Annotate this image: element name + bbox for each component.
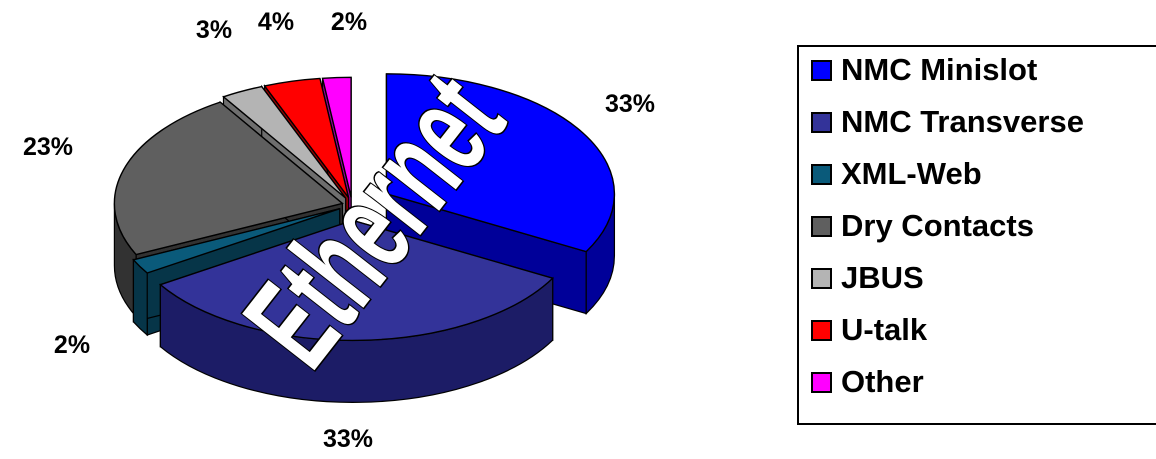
- value-label-other: 2%: [331, 8, 367, 36]
- value-label-nmc-minislot: 33%: [605, 90, 655, 118]
- slice-tops: [113, 73, 616, 342]
- legend-label-other: Other: [841, 364, 924, 399]
- legend-swatch-nmc-minislot: [811, 60, 832, 81]
- slice-jbus: [222, 85, 347, 199]
- slice-nmc-minislot: [385, 73, 616, 253]
- value-label-xml-web: 2%: [54, 331, 90, 359]
- legend-label-jbus: JBUS: [841, 260, 924, 295]
- slice-nmc-transverse: [158, 219, 555, 342]
- value-label-jbus: 3%: [196, 16, 232, 44]
- legend-label-nmc-transverse: NMC Transverse: [841, 104, 1084, 139]
- legend-swatch-dry-contacts: [811, 216, 832, 237]
- legend-swatch-other: [811, 372, 832, 393]
- legend-swatch-xml-web: [811, 164, 832, 185]
- value-label-nmc-transverse: 33%: [323, 425, 373, 453]
- legend-label-xml-web: XML-Web: [841, 156, 982, 191]
- slice-other: [321, 76, 352, 198]
- legend: NMC Minislot NMC Transverse XML-Web Dry Con…: [797, 45, 1156, 425]
- value-labels: 33% 33% 2% 23% 3% 4% 2%: [23, 8, 655, 453]
- value-label-u-talk: 4%: [258, 8, 294, 36]
- slice-u-talk: [263, 77, 350, 198]
- legend-box: [797, 45, 1156, 425]
- slice-xml-web: [132, 208, 340, 274]
- value-label-dry-contacts: 23%: [23, 133, 73, 161]
- legend-swatch-nmc-transverse: [811, 112, 832, 133]
- legend-swatch-u-talk: [811, 320, 832, 341]
- legend-label-dry-contacts: Dry Contacts: [841, 208, 1034, 243]
- slice-dry-contacts: [113, 101, 344, 256]
- legend-label-nmc-minislot: NMC Minislot: [841, 52, 1037, 87]
- legend-swatch-jbus: [811, 268, 832, 289]
- legend-label-u-talk: U-talk: [841, 312, 928, 347]
